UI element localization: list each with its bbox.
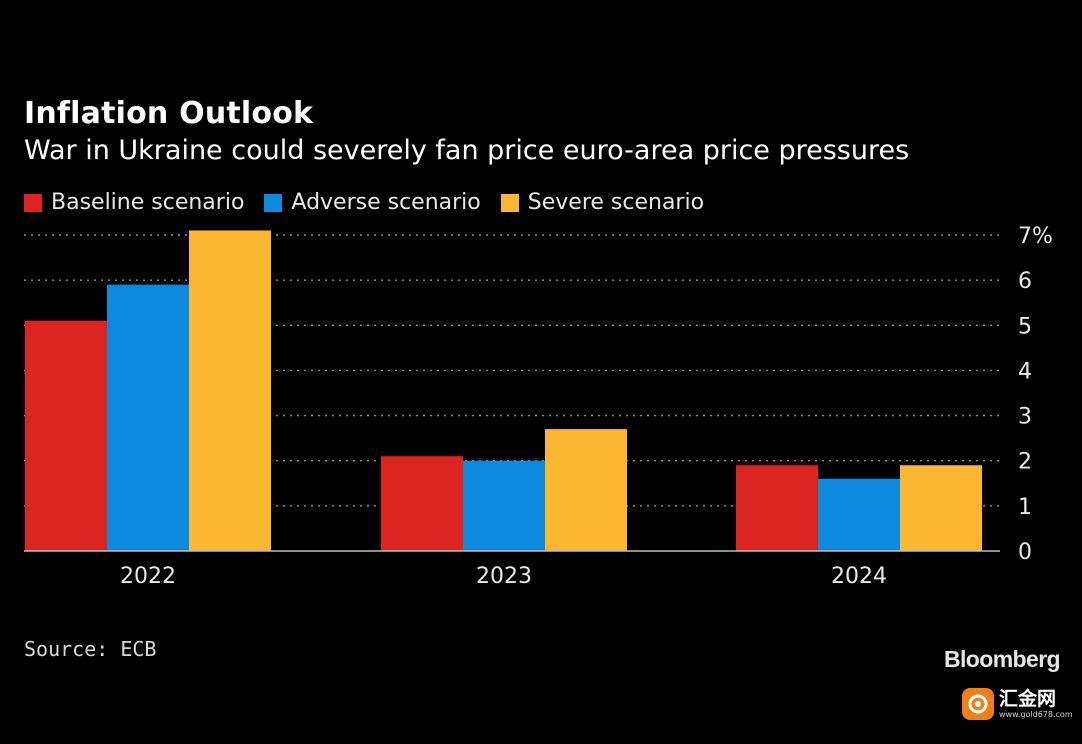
x-tick-label: 2022 [120, 564, 176, 589]
source-note: Source: ECB [24, 637, 157, 661]
watermark-url: www.gold678.com [999, 709, 1073, 719]
bar-adverse-2024 [818, 478, 900, 551]
watermark: 汇金网 www.gold678.com [962, 688, 1073, 720]
bar-severe-2023 [545, 429, 627, 551]
y-tick-label: 6 [1018, 269, 1032, 294]
legend-label-severe: Severe scenario [527, 190, 705, 215]
bar-adverse-2022 [107, 284, 189, 551]
legend-swatch-baseline [24, 193, 42, 212]
bar-baseline-2024 [736, 465, 818, 551]
watermark-name: 汇金网 [999, 687, 1057, 710]
legend-swatch-adverse [264, 193, 283, 212]
bar-baseline-2022 [25, 320, 107, 551]
legend-label-baseline: Baseline scenario [51, 190, 245, 215]
bloomberg-logo: Bloomberg [944, 646, 1061, 672]
legend-item-severe: Severe scenario [500, 190, 705, 215]
x-tick-label: 2023 [476, 564, 532, 589]
y-tick-label: 5 [1018, 314, 1032, 339]
legend-swatch-severe [500, 193, 519, 212]
y-tick-label: 1 [1018, 495, 1032, 520]
y-tick-label: 7% [1018, 224, 1053, 249]
chart-subtitle: War in Ukraine could severely fan price … [24, 135, 910, 166]
legend-item-baseline: Baseline scenario [24, 190, 244, 215]
bar-baseline-2023 [381, 456, 463, 551]
y-tick-label: 0 [1018, 540, 1032, 565]
bar-chart: 0 1 2 3 4 5 6 7% 2022 2023 2024 [24, 224, 1053, 589]
y-tick-label: 2 [1018, 450, 1032, 475]
bar-severe-2022 [189, 230, 271, 551]
y-tick-label: 3 [1018, 405, 1032, 430]
y-tick-label: 4 [1018, 359, 1032, 384]
bar-adverse-2023 [463, 460, 545, 551]
x-tick-label: 2024 [831, 564, 887, 589]
legend-item-adverse: Adverse scenario [264, 190, 481, 215]
bar-severe-2024 [900, 465, 982, 551]
watermark-logo-icon [962, 688, 994, 720]
chart-title: Inflation Outlook [24, 96, 314, 131]
legend-label-adverse: Adverse scenario [291, 190, 481, 215]
legend: Baseline scenario Adverse scenario Sever… [24, 190, 724, 215]
